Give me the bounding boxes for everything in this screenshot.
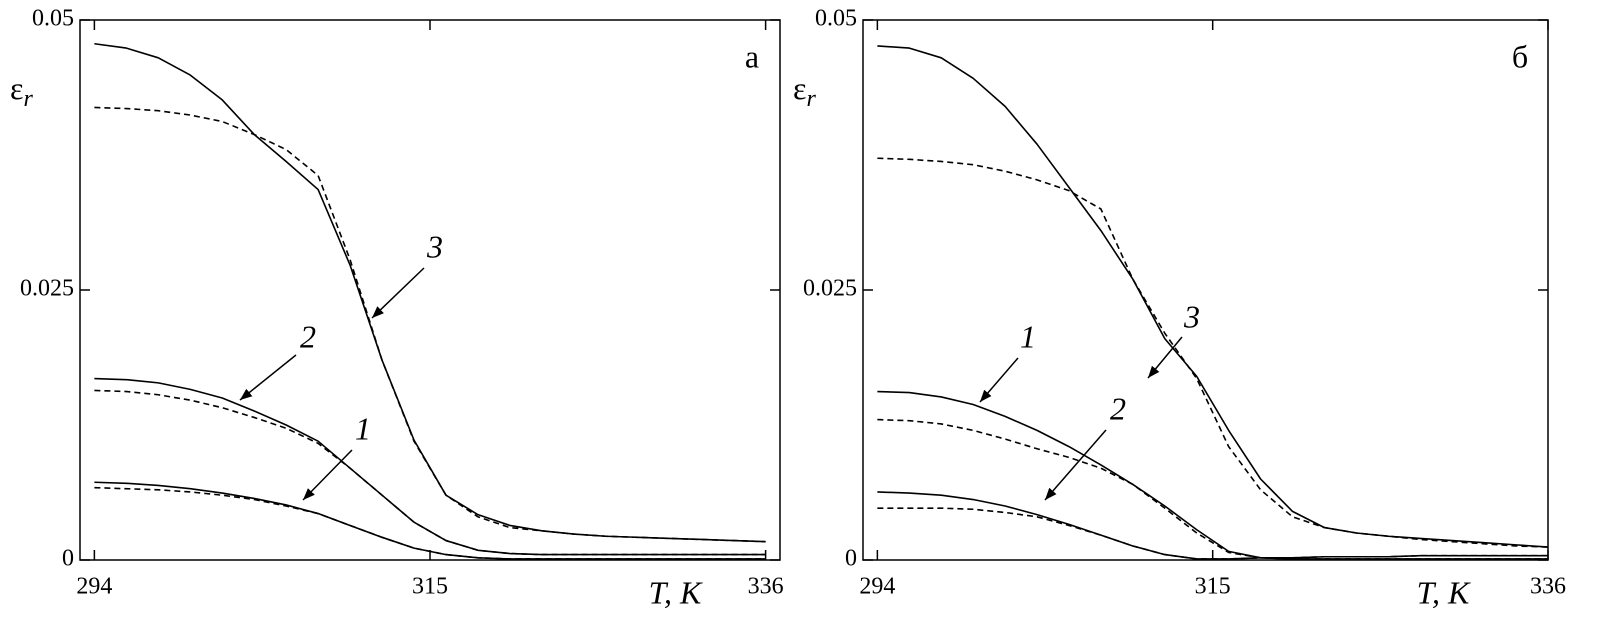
annotation-arrow xyxy=(1044,429,1107,501)
y-tick-label: 0 xyxy=(62,546,74,572)
x-tick-label: 336 xyxy=(1530,574,1566,600)
x-tick-label: 336 xyxy=(748,574,784,600)
curve xyxy=(877,157,1549,548)
x-axis-label: T, K xyxy=(1417,574,1471,610)
annotation-arrow xyxy=(979,357,1019,403)
annotation-arrow xyxy=(302,449,353,501)
x-tick-label: 294 xyxy=(859,574,895,600)
annotation-label: 2 xyxy=(300,318,316,354)
annotation-label: 3 xyxy=(1183,298,1200,334)
curve xyxy=(94,106,766,543)
x-tick-label: 315 xyxy=(412,574,448,600)
curve xyxy=(877,507,1548,560)
y-axis-label: εr xyxy=(793,70,816,111)
x-tick-label: 315 xyxy=(1195,574,1231,600)
y-axis-label-symbol: ε xyxy=(793,70,806,106)
annotation-label: 3 xyxy=(426,228,443,264)
y-tick-label: 0.05 xyxy=(815,6,857,32)
y-axis-label-subscript: r xyxy=(23,86,33,112)
curve xyxy=(877,418,1548,560)
y-tick-label: 0.025 xyxy=(20,276,74,302)
panel-label: б xyxy=(1512,38,1528,74)
x-axis-label: T, K xyxy=(649,574,703,610)
y-tick-label: 0 xyxy=(845,546,857,572)
annotation-label: 1 xyxy=(1020,318,1036,354)
curve xyxy=(877,390,1548,560)
annotation-arrow xyxy=(371,267,425,319)
curve xyxy=(94,486,766,560)
y-tick-label: 0.05 xyxy=(32,6,74,32)
annotation-arrow xyxy=(1147,336,1183,379)
y-axis-label: εr xyxy=(10,70,33,111)
y-tick-label: 0.025 xyxy=(803,276,857,302)
y-axis-label-symbol: ε xyxy=(10,70,23,106)
x-tick-label: 294 xyxy=(76,574,112,600)
panel-label: а xyxy=(745,38,759,74)
annotation-label: 2 xyxy=(1110,390,1126,426)
plot-frame xyxy=(862,19,1549,561)
y-axis-label-subscript: r xyxy=(806,86,816,112)
curve xyxy=(877,45,1549,548)
curve xyxy=(877,491,1548,560)
annotation-label: 1 xyxy=(355,410,371,446)
curve xyxy=(94,389,766,556)
plot-frame xyxy=(79,19,781,561)
curve xyxy=(94,481,766,560)
annotation-arrow xyxy=(239,354,297,401)
